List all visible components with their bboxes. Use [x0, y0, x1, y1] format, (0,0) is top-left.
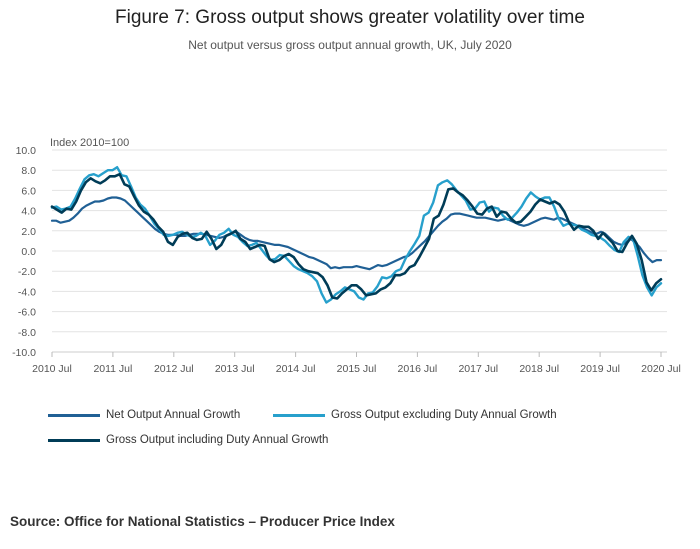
x-tick-label: 2012 Jul — [154, 363, 194, 375]
x-tick-label: 2017 Jul — [458, 363, 498, 375]
x-tick-label: 2018 Jul — [519, 363, 559, 375]
legend-item-net: Net Output Annual Growth — [48, 409, 240, 421]
chart-subtitle: Net output versus gross output annual gr… — [188, 38, 512, 52]
y-tick-label: 6.0 — [21, 185, 36, 197]
y-tick-label: 10.0 — [16, 145, 37, 157]
x-tick-label: 2010 Jul — [32, 363, 72, 375]
y-tick-label: -8.0 — [18, 327, 36, 339]
legend-label: Gross Output excluding Duty Annual Growt… — [331, 409, 557, 421]
y-tick-label: -2.0 — [18, 266, 36, 278]
y-tick-label: -4.0 — [18, 286, 36, 298]
x-tick-label: 2015 Jul — [337, 363, 377, 375]
y-tick-label: 2.0 — [21, 226, 36, 238]
axes: 10.0 8.0 6.0 4.0 2.0 0.0 -2.0 -4.0 -6.0 -8.0 -10.0… — [12, 137, 681, 375]
legend-swatch — [48, 413, 100, 417]
x-tick-label: 2014 Jul — [276, 363, 316, 375]
x-tick-label: 2020 Jul — [641, 363, 681, 375]
chart-title: Figure 7: Gross output shows greater vol… — [115, 7, 585, 28]
legend-swatch — [48, 438, 100, 442]
series-line-gross-excl — [50, 165, 663, 304]
gridlines — [52, 149, 667, 353]
series-line-gross-incl — [50, 172, 663, 300]
legend-label: Net Output Annual Growth — [106, 409, 241, 421]
legend-item-gross-excl: Gross Output excluding Duty Annual Growt… — [273, 409, 557, 421]
y-tick-label: -6.0 — [18, 307, 36, 319]
legend-label: Gross Output including Duty Annual Growt… — [106, 434, 329, 446]
x-tick-label: 2016 Jul — [398, 363, 438, 375]
y-tick-label: 0.0 — [21, 246, 36, 258]
y-tick-label: 4.0 — [21, 206, 36, 218]
legend-item-gross-incl: Gross Output including Duty Annual Growt… — [48, 434, 328, 446]
y-tick-label: 8.0 — [21, 165, 36, 177]
series-lines — [50, 165, 663, 304]
legend-swatch — [273, 413, 325, 417]
x-tick-label: 2011 Jul — [93, 363, 132, 375]
x-tick-label: 2019 Jul — [580, 363, 620, 375]
y-tick-label: -10.0 — [12, 347, 36, 359]
x-tick-label: 2013 Jul — [215, 363, 255, 375]
source-note: Source: Office for National Statistics –… — [10, 514, 395, 529]
y-axis-label: Index 2010=100 — [50, 137, 129, 149]
